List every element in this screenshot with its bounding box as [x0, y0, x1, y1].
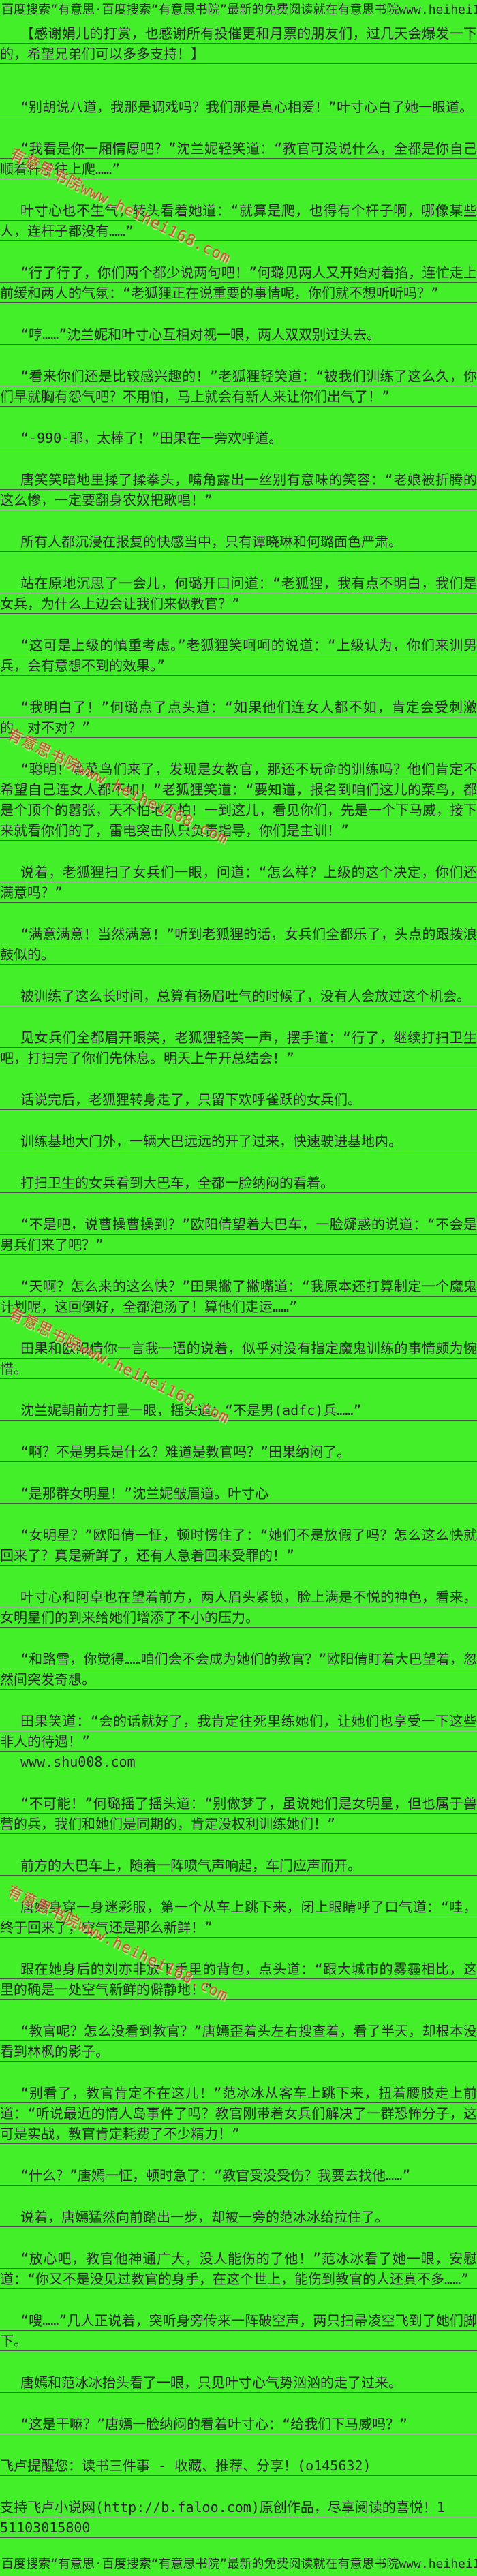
novel-paragraph-18: 见女兵们全都眉开眼笑，老狐狸轻笑一声，摆手道：“行了，继续打扫卫生吧，打扫完了你…	[0, 1027, 477, 1068]
novel-paragraph-39: “什么？”唐嫣一怔，顿时急了：“教官受没受伤？我要去找他……”	[0, 2165, 477, 2186]
novel-paragraph-22: “不是吧，说曹操曹操到？”欧阳倩望着大巴车，一脸疑惑的说道：“不会是男兵们来了吧…	[0, 1214, 477, 1255]
novel-paragraph-2: “别胡说八道，我那是调戏吗？我们那是真心相爱！”叶寸心白了她一眼道。	[0, 97, 477, 117]
novel-paragraph-16: “满意满意！当然满意！”听到老狐狸的话，女兵们全都乐了，头点的跟拨浪鼓似的。	[0, 924, 477, 965]
novel-paragraph-38: “别看了，教官肯定不在这儿！”范冰冰从客车上跳下来，扭着腰肢走上前道：“听说最近…	[0, 2083, 477, 2144]
novel-paragraph-46: 支持飞卢小说网(http://b.faloo.com)原创作品，尽享阅读的喜悦！…	[0, 2497, 477, 2517]
novel-paragraph-34: 前方的大巴车上，随着一阵喷气声响起，车门应声而开。	[0, 1855, 477, 1876]
novel-paragraph-27: “是那群女明星！”沈兰妮皱眉道。叶寸心	[0, 1483, 477, 1504]
novel-paragraph-42: “嗖……”几人正说着，突听身旁传来一阵破空声，两只扫帚凌空飞到了她们脚下。	[0, 2310, 477, 2351]
novel-paragraph-8: “-990-耶，太棒了！”田果在一旁欢呼道。	[0, 428, 477, 448]
novel-paragraph-41: “放心吧，教官他神通广大，没人能伤的了他！”范冰冰看了她一眼，安慰道：“你又不是…	[0, 2248, 477, 2289]
novel-paragraph-35: 唐嫣身穿一身迷彩服，第一个从车上跳下来，闭上眼睛呼了口气道：“哇，终于回来了，空…	[0, 1897, 477, 1938]
novel-paragraph-20: 训练基地大门外，一辆大巴远远的开了过来，快速驶进基地内。	[0, 1131, 477, 1151]
novel-paragraph-30: “和路雪，你觉得……咱们会不会成为她们的教官？”欧阳倩盯着大巴望着，忽然间突发奇…	[0, 1649, 477, 1690]
novel-paragraph-3: “我看是你一厢情愿吧？”沈兰妮轻笑道：“教官可没说什么，全都是你自己顺着杆子往上…	[0, 138, 477, 179]
novel-paragraph-36: 跟在她身后的刘亦非放下手里的背包，点头道：“跟大城市的雾霾相比，这里的确是一处空…	[0, 1959, 477, 2000]
novel-paragraph-26: “啊？不是男兵是什么？难道是教官吗？”田果纳闷了。	[0, 1442, 477, 1462]
novel-paragraph-13: “我明白了！”何璐点了点头道：“如果他们连女人都不如，肯定会受刺激的，对不对？”	[0, 697, 477, 738]
novel-paragraph-43: 唐嫣和范冰冰抬头看了一眼，只见叶寸心气势汹汹的走了过来。	[0, 2372, 477, 2393]
header-promo-line: 百度搜索“有意思·百度搜索“有意思书院”最新的免费阅读就在有意思书院www.he…	[1, 3, 477, 17]
novel-paragraph-40: 说着，唐嫣猛然向前踏出一步，却被一旁的范冰冰给拉住了。	[0, 2207, 477, 2227]
novel-paragraph-19: 话说完后，老狐狸转身走了，只留下欢呼雀跃的女兵们。	[0, 1089, 477, 1110]
novel-paragraph-9: 唐笑笑暗地里揉了揉拳头，嘴角露出一丝别有意味的笑容：“老娘被折腾的这么惨，一定要…	[0, 469, 477, 510]
novel-paragraph-1: 【感谢娟儿的打赏，也感谢所有投催更和月票的朋友们，过几天会爆发一下的，希望兄弟们…	[0, 23, 477, 64]
novel-paragraph-12: “这可是上级的慎重考虑。”老狐狸笑呵呵的说道：“上级认为，你们来训男兵，会有意想…	[0, 635, 477, 676]
novel-paragraph-23: “天啊？怎么来的这么快？”田果撇了撇嘴道：“我原本还打算制定一个魔鬼计划呢，这回…	[0, 1276, 477, 1317]
novel-text-body: 【感谢娟儿的打赏，也感谢所有投催更和月票的朋友们，过几天会爆发一下的，希望兄弟们…	[0, 23, 477, 2538]
novel-paragraph-24: 田果和欧阳倩你一言我一语的说着，似乎对没有指定魔鬼训练的事情颇为惋惜。	[0, 1338, 477, 1379]
novel-paragraph-29: 叶寸心和阿卓也在望着前方，两人眉头紧锁，脸上满是不悦的神色，看来，女明星们的到来…	[0, 1587, 477, 1628]
novel-paragraph-45: 飞卢提醒您：读书三件事 - 收藏、推荐、分享！(o145632)	[0, 2455, 477, 2476]
novel-paragraph-4: 叶寸心也不生气，转头看着她道：“就算是爬，也得有个杆子啊，哪像某些人，连杆子都没…	[0, 200, 477, 241]
novel-paragraph-32: www.shu008.com	[20, 1754, 136, 1770]
novel-paragraph-17: 被训练了这么长时间，总算有扬眉吐气的时候了，没有人会放过这个机会。	[0, 986, 477, 1006]
novel-paragraph-31: 田果笑道：“会的话就好了，我肯定往死里练她们，让她们也享受一下这些非人的待遇！”	[0, 1711, 477, 1752]
novel-paragraph-7: “看来你们还是比较感兴趣的！”老狐狸轻笑道：“被我们训练了这么久，你们早就胸有怨…	[0, 366, 477, 407]
novel-paragraph-14: “聪明！等菜鸟们来了，发现是女教官，那还不玩命的训练吗？他们肯定不希望自己连女人…	[0, 759, 477, 841]
novel-paragraph-28: “女明星？”欧阳倩一怔，顿时愣住了：“她们不是放假了吗？怎么这么快就回来了？真是…	[0, 1525, 477, 1566]
novel-paragraph-47: 51103015800	[0, 2517, 477, 2538]
novel-paragraph-11: 站在原地沉思了一会儿，何璐开口问道：“老狐狸，我有点不明白，我们是女兵，为什么上…	[0, 573, 477, 614]
novel-paragraph-25: 沈兰妮朝前方打量一眼，摇头道：“不是男(adfc)兵……”	[0, 1400, 477, 1421]
novel-paragraph-44: “这是干嘛？”唐嫣一脸纳闷的看着叶寸心：“给我们下马威吗？”	[0, 2414, 477, 2434]
novel-paragraph-21: 打扫卫生的女兵看到大巴车，全都一脸纳闷的看着。	[0, 1173, 477, 1193]
novel-paragraph-10: 所有人都沉浸在报复的快感当中，只有谭晓琳和何璐面色严肃。	[0, 531, 477, 552]
novel-paragraph-5: “行了行了，你们两个都少说两句吧！”何璐见两人又开始对着掐，连忙走上前缓和两人的…	[0, 262, 477, 303]
novel-paragraph-37: “教官呢？怎么没看到教官？”唐嫣歪着头左右搜查着，看了半天，却根本没看到林枫的影…	[0, 2021, 477, 2062]
novel-paragraph-15: 说着，老狐狸扫了女兵们一眼，问道：“怎么样？上级的这个决定，你们还满意吗？”	[0, 862, 477, 903]
footer-promo-line: 百度搜索“有意思·百度搜索“有意思书院”最新的免费阅读就在有意思书院www.he…	[1, 2557, 477, 2571]
novel-paragraph-6: “哼……”沈兰妮和叶寸心互相对视一眼，两人双双别过头去。	[0, 324, 477, 345]
novel-paragraph-33: “不可能！”何璐摇了摇头道：“别做梦了，虽说她们是女明星，但也属于兽营的兵，我们…	[0, 1793, 477, 1834]
